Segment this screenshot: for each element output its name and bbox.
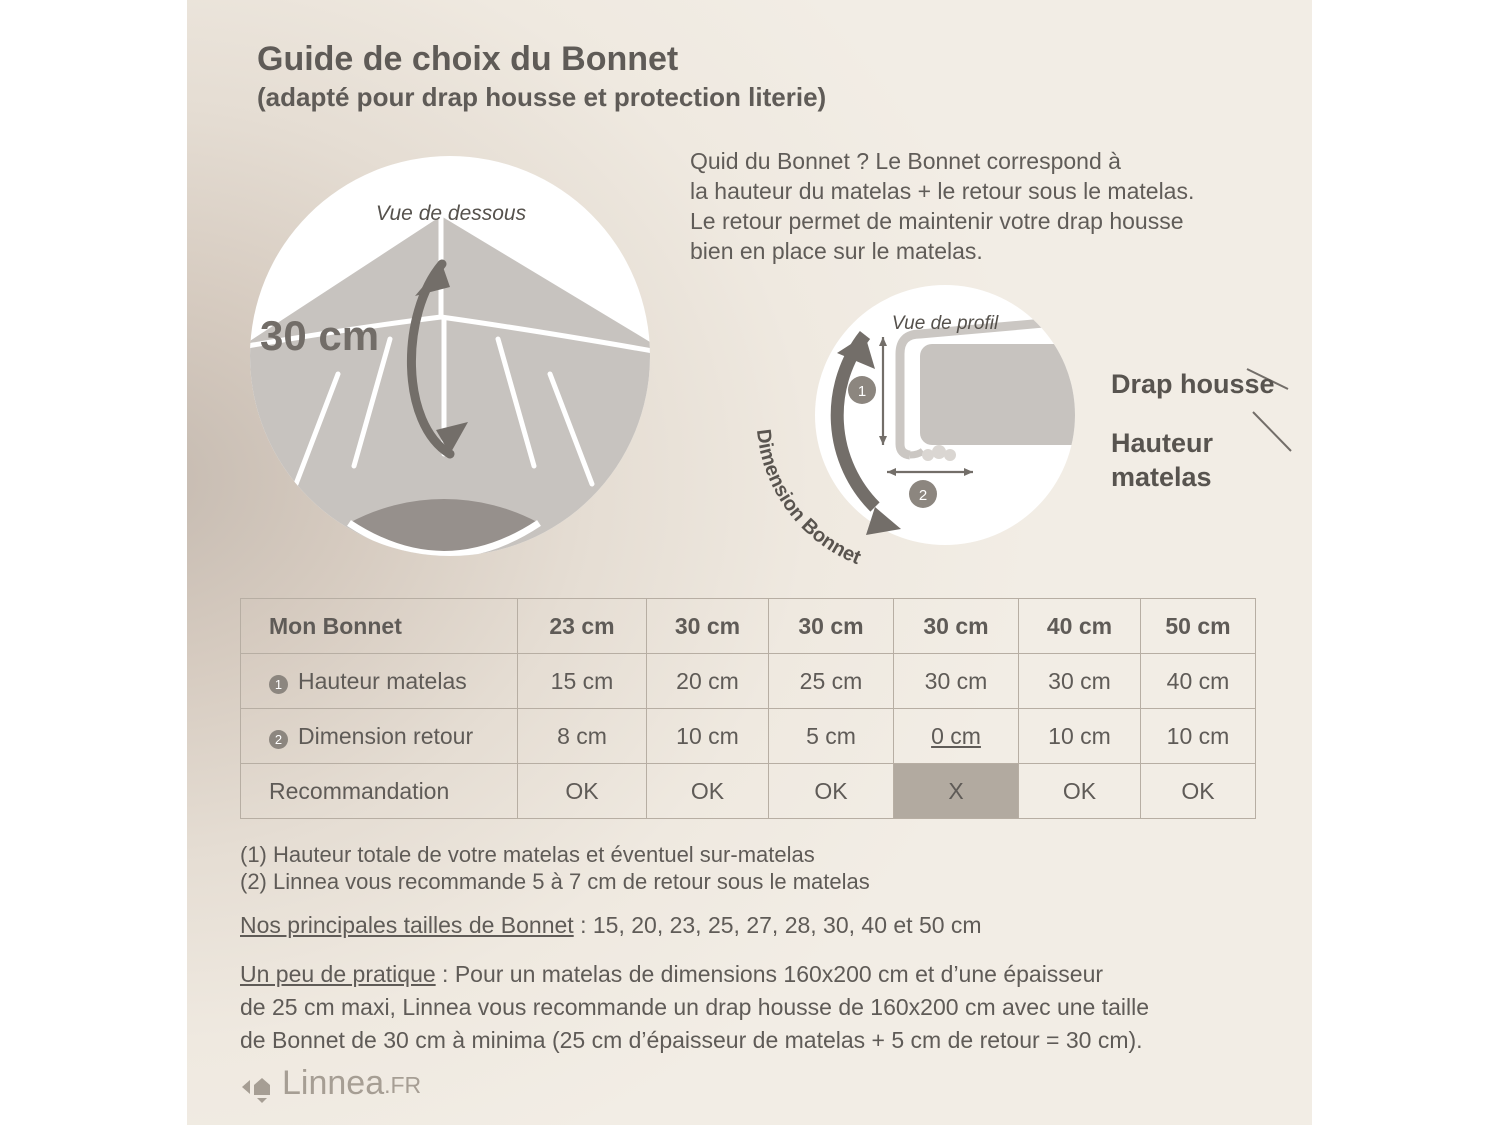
svg-text:Dimension Bonnet: Dimension Bonnet	[752, 428, 864, 569]
